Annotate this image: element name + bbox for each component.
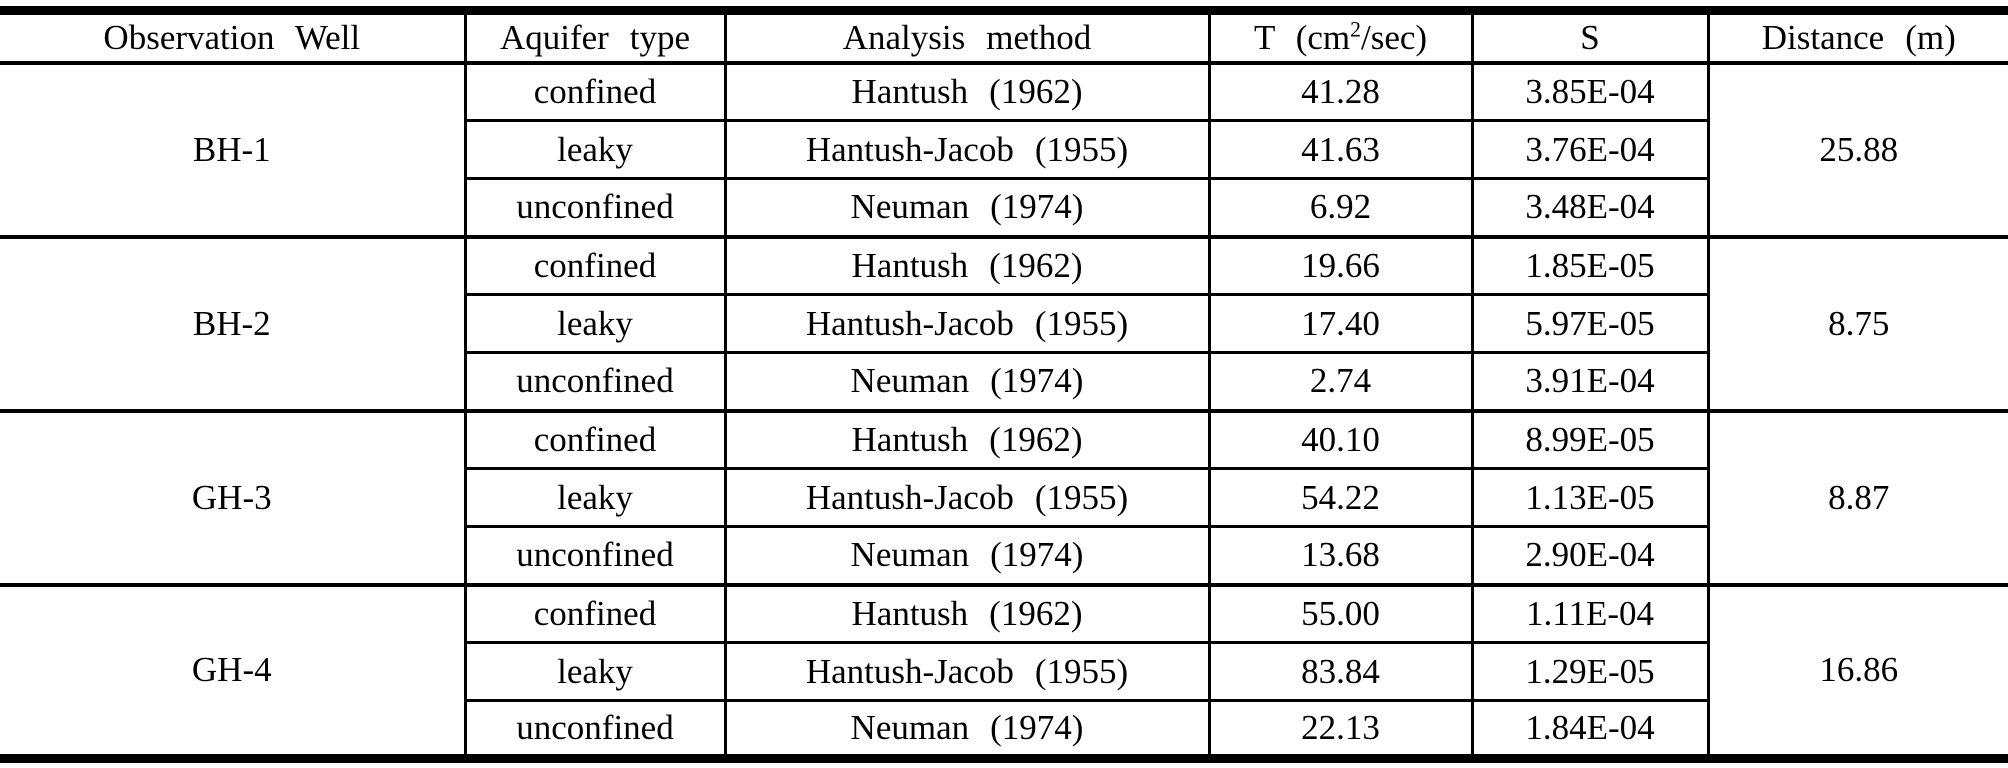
- header-cell-storativity: S: [1470, 10, 1710, 65]
- method-cell: Neuman (1974): [723, 177, 1211, 237]
- aquifer-cell: leaky: [465, 641, 727, 701]
- table-row: unconfined Neuman (1974) 22.13 1.84E-04: [0, 699, 2008, 759]
- t-unit-exponent: 2: [1350, 17, 1361, 42]
- table-row: leaky Hantush-Jacob (1955) 17.40 5.97E-0…: [0, 293, 2008, 353]
- well-cell: GH-3: [0, 410, 467, 585]
- s-value-cell: 1.13E-05: [1470, 467, 1708, 527]
- aquifer-test-results-table: Observation Well Aquifer type Analysis m…: [0, 6, 2008, 763]
- aquifer-cell: confined: [463, 410, 727, 469]
- t-value-cell: 55.00: [1207, 584, 1474, 643]
- t-value-cell: 13.68: [1207, 525, 1474, 585]
- method-cell: Neuman (1974): [723, 525, 1211, 585]
- s-value-cell: 2.90E-04: [1470, 525, 1708, 585]
- s-value-cell: 3.76E-04: [1470, 119, 1708, 179]
- header-cell-distance: Distance (m): [1706, 10, 2008, 65]
- table-row: leaky Hantush-Jacob (1955) 41.63 3.76E-0…: [0, 119, 2008, 179]
- method-cell: Neuman (1974): [723, 699, 1211, 759]
- t-value-cell: 83.84: [1207, 641, 1474, 701]
- aquifer-cell: unconfined: [465, 177, 727, 237]
- header-cell-analysis-method: Analysis method: [723, 10, 1211, 65]
- header-row: Observation Well Aquifer type Analysis m…: [0, 10, 2008, 65]
- well-cell: BH-2: [0, 236, 467, 411]
- well-group-gh4: GH-4 confined Hantush (1962) 55.00 1.11E…: [0, 584, 2008, 759]
- aquifer-cell: unconfined: [465, 351, 727, 411]
- header-cell-transmissivity: T (cm2/sec): [1207, 10, 1474, 65]
- t-value-cell: 41.28: [1207, 62, 1474, 121]
- table-row: unconfined Neuman (1974) 2.74 3.91E-04: [0, 351, 2008, 411]
- well-group-bh1: BH-1 confined Hantush (1962) 41.28 3.85E…: [0, 62, 2008, 237]
- method-cell: Hantush-Jacob (1955): [723, 293, 1211, 353]
- t-value-cell: 54.22: [1207, 467, 1474, 527]
- table-row: BH-1 confined Hantush (1962) 41.28 3.85E…: [0, 62, 2008, 237]
- t-value-cell: 19.66: [1207, 236, 1474, 295]
- s-value-cell: 1.85E-05: [1470, 236, 1710, 295]
- aquifer-cell: unconfined: [465, 525, 727, 585]
- t-value-cell: 40.10: [1207, 410, 1474, 469]
- t-value-cell: 6.92: [1207, 177, 1474, 237]
- t-value-cell: 22.13: [1207, 699, 1474, 759]
- aquifer-cell: leaky: [465, 293, 727, 353]
- method-cell: Hantush-Jacob (1955): [723, 119, 1211, 179]
- table-row: unconfined Neuman (1974) 13.68 2.90E-04: [0, 525, 2008, 585]
- distance-cell: 16.86: [1706, 584, 2008, 759]
- s-value-cell: 1.84E-04: [1470, 699, 1708, 759]
- method-cell: Hantush (1962): [723, 62, 1211, 121]
- table-row: GH-4 confined Hantush (1962) 55.00 1.11E…: [0, 584, 2008, 759]
- t-value-cell: 2.74: [1207, 351, 1474, 411]
- s-value-cell: 3.85E-04: [1470, 62, 1710, 121]
- method-cell: Hantush (1962): [723, 410, 1211, 469]
- distance-cell: 8.75: [1706, 236, 2008, 411]
- s-value-cell: 1.11E-04: [1470, 584, 1710, 643]
- method-cell: Hantush-Jacob (1955): [723, 641, 1211, 701]
- t-value-cell: 41.63: [1207, 119, 1474, 179]
- s-value-cell: 5.97E-05: [1470, 293, 1708, 353]
- t-value-cell: 17.40: [1207, 293, 1474, 353]
- method-cell: Neuman (1974): [723, 351, 1211, 411]
- table-row: BH-2 confined Hantush (1962) 19.66 1.85E…: [0, 236, 2008, 411]
- aquifer-cell: unconfined: [465, 699, 727, 759]
- t-unit-prefix: T (cm: [1253, 17, 1351, 57]
- distance-cell: 8.87: [1706, 410, 2008, 585]
- s-value-cell: 3.48E-04: [1470, 177, 1708, 237]
- method-cell: Hantush (1962): [723, 584, 1211, 643]
- s-value-cell: 3.91E-04: [1470, 351, 1708, 411]
- table-row: unconfined Neuman (1974) 6.92 3.48E-04: [0, 177, 2008, 237]
- table-row: GH-3 confined Hantush (1962) 40.10 8.99E…: [0, 410, 2008, 585]
- method-cell: Hantush-Jacob (1955): [723, 467, 1211, 527]
- table-header: Observation Well Aquifer type Analysis m…: [0, 10, 2008, 65]
- table-row: leaky Hantush-Jacob (1955) 54.22 1.13E-0…: [0, 467, 2008, 527]
- aquifer-cell: leaky: [465, 119, 727, 179]
- well-cell: GH-4: [0, 584, 467, 759]
- table-row: leaky Hantush-Jacob (1955) 83.84 1.29E-0…: [0, 641, 2008, 701]
- aquifer-cell: leaky: [465, 467, 727, 527]
- well-group-gh3: GH-3 confined Hantush (1962) 40.10 8.99E…: [0, 410, 2008, 585]
- aquifer-cell: confined: [463, 584, 727, 643]
- header-cell-aquifer-type: Aquifer type: [463, 10, 727, 65]
- s-value-cell: 1.29E-05: [1470, 641, 1708, 701]
- header-cell-observation-well: Observation Well: [0, 10, 467, 65]
- aquifer-cell: confined: [463, 62, 727, 121]
- well-cell: BH-1: [0, 62, 467, 237]
- t-unit-suffix: /sec): [1360, 17, 1428, 57]
- method-cell: Hantush (1962): [723, 236, 1211, 295]
- s-value-cell: 8.99E-05: [1470, 410, 1710, 469]
- aquifer-cell: confined: [463, 236, 727, 295]
- well-group-bh2: BH-2 confined Hantush (1962) 19.66 1.85E…: [0, 236, 2008, 411]
- distance-cell: 25.88: [1706, 62, 2008, 237]
